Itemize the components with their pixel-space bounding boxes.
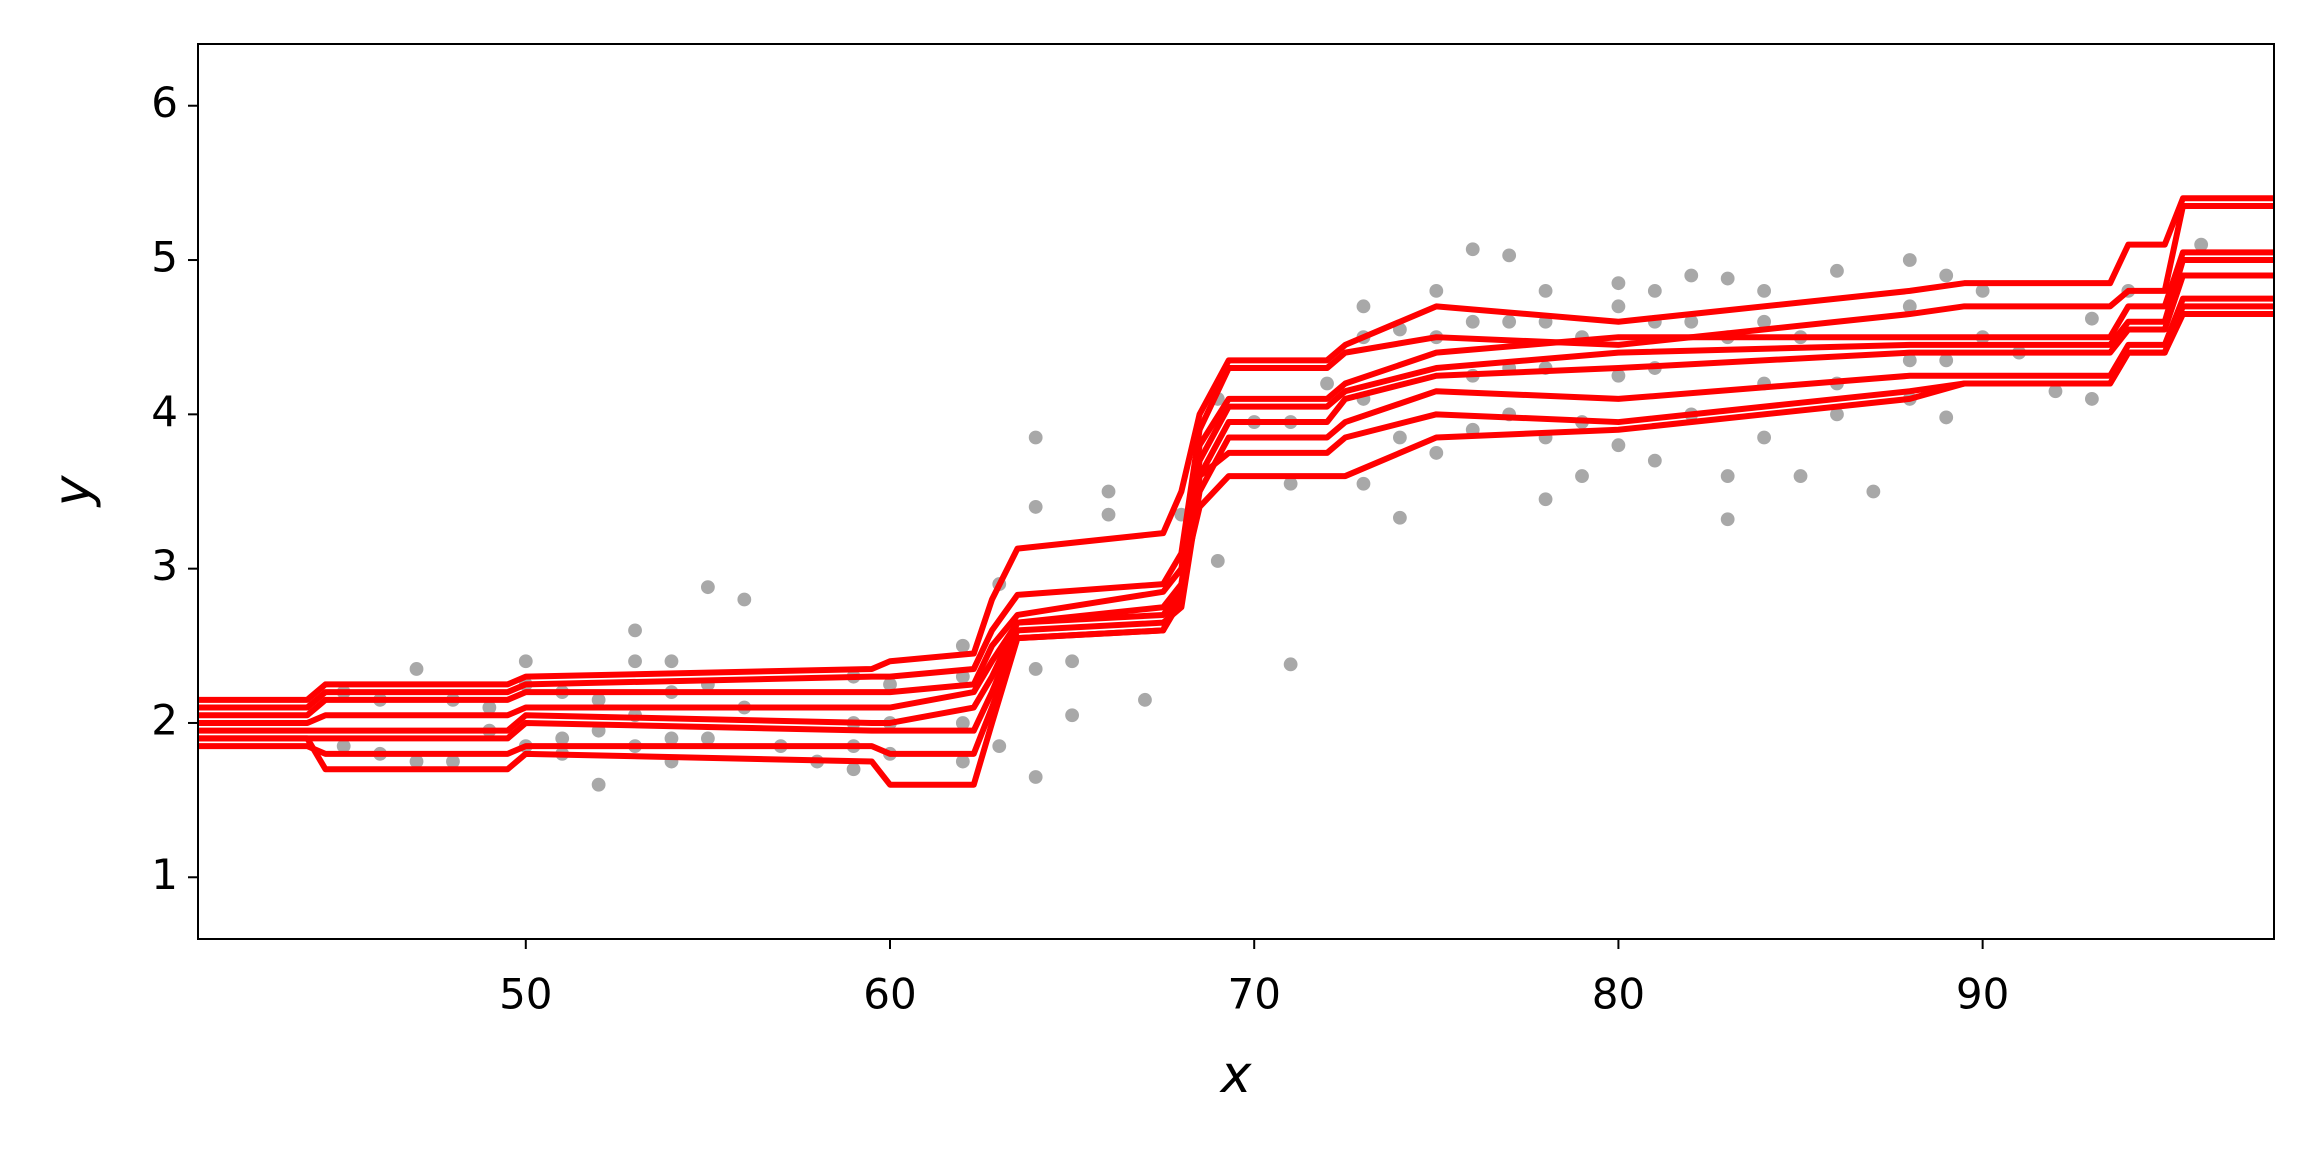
scatter-point	[2083, 310, 2100, 327]
scatter-point	[1501, 247, 1518, 264]
y-tick-label: 4	[151, 387, 178, 436]
y-tick-label: 5	[151, 233, 178, 282]
scatter-point	[1719, 511, 1736, 528]
scatter-point	[1901, 251, 1918, 269]
scatter-point	[1027, 660, 1044, 678]
x-tick-label: 80	[1592, 970, 1645, 1019]
scatter-point	[1318, 375, 1336, 392]
series-line	[198, 257, 2274, 726]
scatter-point	[1792, 467, 1809, 485]
x-tick-label: 70	[1227, 970, 1280, 1019]
scatter-point	[1610, 437, 1627, 454]
scatter-point	[1683, 267, 1700, 284]
scatter-point	[1027, 498, 1044, 516]
scatter-point	[1428, 444, 1445, 462]
scatter-point	[590, 776, 607, 793]
scatter-point	[1537, 491, 1554, 508]
scatter-point	[1136, 691, 1154, 708]
scatter-point	[626, 622, 644, 639]
series-line	[198, 203, 2274, 711]
scatter-point	[1646, 452, 1663, 469]
scatter-point	[1938, 267, 1955, 284]
scatter-point	[1100, 483, 1117, 500]
scatter-point	[408, 660, 425, 678]
scatter-point	[2083, 390, 2100, 408]
scatter-point	[1282, 656, 1299, 673]
scatter-point	[1209, 552, 1226, 570]
scatter-point	[1027, 768, 1044, 786]
scatter-point	[1646, 282, 1663, 299]
plot-area	[198, 195, 2274, 793]
scatter-point	[1501, 313, 1518, 330]
y-axis-label: y	[43, 474, 103, 508]
scatter-point	[1355, 475, 1372, 492]
scatter-point	[1865, 483, 1882, 500]
series-line	[198, 195, 2274, 703]
scatter-point	[1100, 506, 1117, 523]
scatter-point	[517, 653, 534, 670]
scatter-point	[1756, 429, 1773, 446]
scatter-point	[1027, 429, 1044, 446]
scatter-point	[991, 738, 1008, 755]
scatter-point	[1391, 429, 1408, 446]
scatter-point	[1428, 282, 1445, 299]
scatter-point	[1719, 270, 1736, 287]
axes-frame	[197, 43, 2275, 940]
scatter-point	[1938, 409, 1955, 426]
scatter-point	[663, 653, 680, 670]
scatter-point	[1064, 653, 1081, 670]
scatter-point	[1391, 509, 1408, 526]
scatter-point	[1610, 275, 1627, 292]
x-tick-label: 90	[1956, 970, 2009, 1019]
scatter-point	[1464, 241, 1481, 258]
scatter-point	[1573, 467, 1591, 485]
series-line	[198, 311, 2274, 788]
scatter-point	[1756, 282, 1773, 299]
scatter-point	[699, 579, 716, 596]
scatter-point	[1610, 298, 1627, 315]
x-tick-label: 50	[499, 970, 552, 1019]
scatter-point	[1064, 707, 1081, 724]
y-tick-label: 3	[151, 541, 178, 590]
y-tick-label: 1	[151, 850, 178, 899]
series-line	[198, 249, 2274, 719]
x-axis-label: x	[1219, 1045, 1253, 1105]
y-tick-label: 6	[151, 78, 178, 127]
scatter-point	[1464, 313, 1481, 330]
scatter-point	[1719, 467, 1736, 485]
scatter-point	[1828, 262, 1846, 279]
x-tick-label: 60	[863, 970, 916, 1019]
scatter-point	[626, 653, 644, 670]
scatter-point	[1537, 282, 1554, 299]
y-tick-label: 2	[151, 695, 178, 744]
scatter-point	[1355, 298, 1372, 315]
scatter-point	[736, 591, 753, 608]
